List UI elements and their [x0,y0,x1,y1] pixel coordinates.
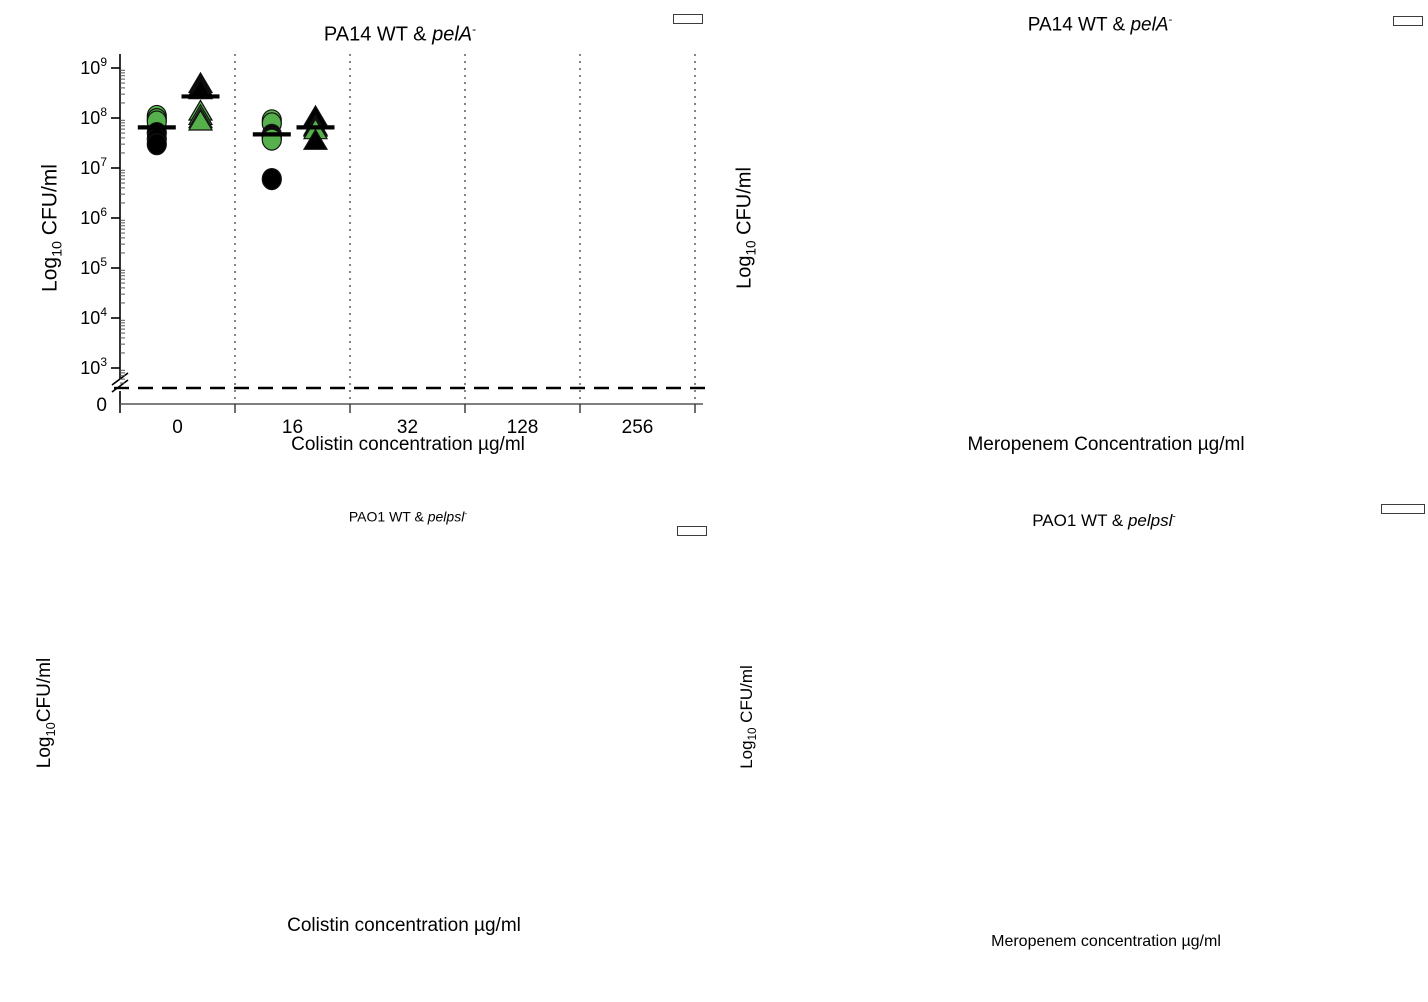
panel-pao1-colistin: PAO1 WT & pelpsl- Colistin concentration… [0,501,714,1002]
x-tick-label: 16 [282,417,303,438]
data-point-triangle-lung2 [187,78,214,100]
panel-pa14-colistin: 109 108 107 106 105 104 103 0 0 16 32 128 256 PA14 W… [0,0,714,501]
x-axis-label: Colistin concentration µg/ml [291,434,525,455]
y-tick-label: 103 [80,355,107,378]
x-tick-label: 0 [172,417,183,438]
axis-break-icon [111,379,129,393]
panel-pao1-meropenem: PAO1 WT & pelpsl- Meropenem concentratio… [714,501,1428,1002]
y-axis-label: Log10 CFU/ml [733,167,759,289]
legend-box [677,526,707,536]
y-tick-label: 105 [80,255,107,278]
y-axis-label: Log10 CFU/ml [38,164,66,292]
panel-title: PA14 WT & pelA- [1027,14,1173,36]
panel-title: PA14 WT & pelA- [323,22,477,46]
x-tick-label: 256 [622,417,654,438]
y-axis-label: Log10 CFU/ml [736,665,760,769]
plot-pa14-meropenem [714,0,1428,501]
data-point-circle-lung2 [261,167,282,191]
panel-title: PAO1 WT & pelpsl- [1032,511,1176,530]
y-tick-label: 104 [80,305,107,328]
data-point-triangle-lung2 [302,128,329,150]
data-point-circle-lung2 [146,133,167,156]
y-tick-label: 106 [80,205,107,228]
y-tick-label: 109 [80,55,107,78]
data-point-triangle-lung1 [187,109,214,131]
data-point-circle-lung1 [261,128,282,151]
x-axis-label: Colistin concentration µg/ml [287,915,521,936]
y-tick-label: 107 [80,155,107,178]
x-axis-label: Meropenem concentration µg/ml [991,933,1221,950]
x-axis-label: Meropenem Concentration µg/ml [967,434,1245,455]
y-tick-label: 108 [80,105,107,128]
y-axis-label: Log10CFU/ml [34,657,58,769]
x-tick-label: 128 [507,417,539,438]
plot-pao1-meropenem [714,501,1428,1002]
x-tick-label: 32 [397,417,418,438]
legend-box [673,14,703,24]
legend-box [1381,504,1425,514]
legend-box [1393,16,1423,26]
panel-title: PAO1 WT & pelpsl- [348,508,468,525]
y-zero-label: 0 [96,395,107,416]
plot-pa14-colistin: 109 108 107 106 105 104 103 0 0 16 32 128 256 [80,54,713,438]
panel-pa14-meropenem: PA14 WT & pelA- Meropenem Concentration … [714,0,1428,501]
